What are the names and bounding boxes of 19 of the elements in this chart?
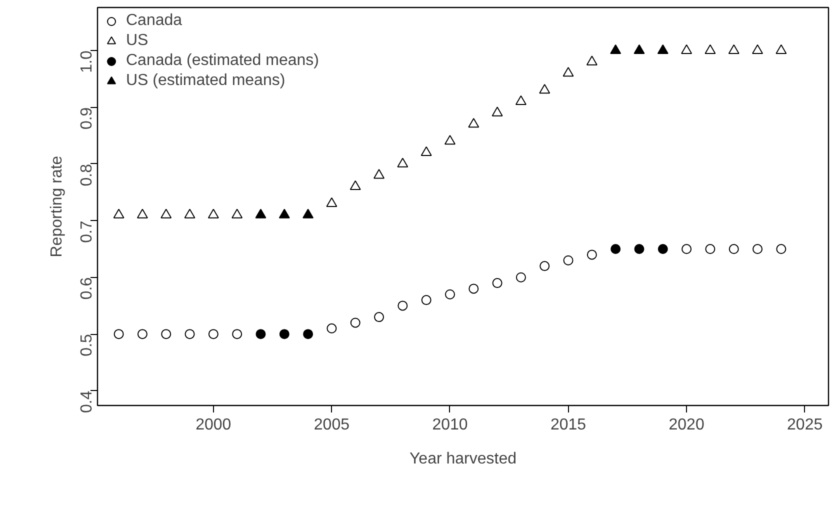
legend-label: US [126,32,148,50]
x-tick-label: 2005 [314,416,350,434]
x-tick-label: 2025 [787,416,823,434]
x-tick-label: 2010 [432,416,468,434]
x-tick-label: 2020 [668,416,704,434]
y-tick-label: 0.9 [78,107,96,130]
y-tick-label: 0.5 [78,334,96,356]
x-tick-label: 2015 [550,416,586,434]
y-tick-label: 0.4 [78,390,96,413]
x-axis-title: Year harvested [409,450,517,468]
x-tick-label: 2000 [196,416,232,434]
legend-label: Canada [126,12,182,30]
legend-label: Canada (estimated means) [126,52,319,70]
legend-label: US (estimated means) [126,72,286,90]
y-axis-title: Reporting rate [48,156,66,258]
y-tick-label: 0.7 [78,220,96,243]
y-tick-label: 1.0 [78,50,96,73]
y-tick-label: 0.6 [78,277,96,300]
y-tick-label: 0.8 [78,164,96,186]
